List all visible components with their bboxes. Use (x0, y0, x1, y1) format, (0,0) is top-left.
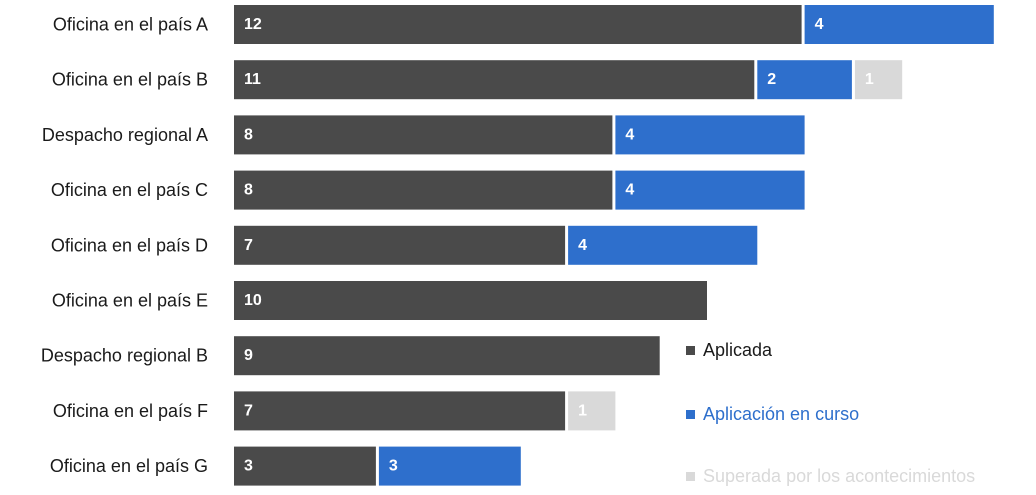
bar-aplicada-despacho-regional-a (234, 115, 613, 155)
category-label-despacho-regional-a: Despacho regional A (42, 125, 208, 145)
legend-label-aplicacion-en-curso: Aplicación en curso (703, 404, 860, 424)
bar-aplicacion-en-curso-oficina-en-el-pais-b (757, 60, 852, 100)
legend-item-aplicada: Aplicada (686, 340, 772, 361)
bar-aplicada-oficina-en-el-pais-c (234, 170, 613, 210)
category-label-oficina-en-el-pais-d: Oficina en el país D (51, 235, 208, 255)
bar-aplicada-oficina-en-el-pais-f (234, 391, 566, 431)
data-label-aplicada-oficina-en-el-pais-a: 12 (244, 16, 262, 33)
bar-aplicacion-en-curso-oficina-en-el-pais-c (615, 170, 805, 210)
bar-aplicacion-en-curso-oficina-en-el-pais-d (568, 225, 758, 265)
data-label-aplicacion-en-curso-oficina-en-el-pais-b: 2 (767, 71, 776, 88)
data-label-aplicacion-en-curso-oficina-en-el-pais-c: 4 (625, 182, 634, 199)
bar-aplicada-oficina-en-el-pais-b (234, 60, 755, 100)
legend-item-superada: Superada por los acontecimientos (686, 466, 975, 487)
data-label-superada-por-los-acontecimientos-oficina-en-el-pais-b: 1 (865, 71, 874, 88)
data-label-aplicada-oficina-en-el-pais-f: 7 (244, 402, 253, 419)
legend-item-aplicacion-en-curso: Aplicación en curso (686, 404, 859, 425)
bar-aplicada-despacho-regional-b (234, 336, 660, 376)
bar-superada-por-los-acontecimientos-oficina-en-el-pais-f (568, 391, 616, 431)
bar-aplicada-oficina-en-el-pais-a (234, 5, 802, 44)
category-label-oficina-en-el-pais-a: Oficina en el país A (53, 15, 208, 35)
data-label-superada-por-los-acontecimientos-oficina-en-el-pais-f: 1 (578, 402, 587, 419)
legend-swatch-aplicacion-en-curso (686, 410, 695, 419)
category-label-despacho-regional-b: Despacho regional B (41, 346, 208, 366)
bar-aplicada-oficina-en-el-pais-e (234, 281, 707, 320)
data-label-aplicacion-en-curso-despacho-regional-a: 4 (625, 126, 634, 143)
data-label-aplicada-oficina-en-el-pais-g: 3 (244, 458, 253, 475)
bar-aplicacion-en-curso-oficina-en-el-pais-a (804, 5, 994, 44)
data-label-aplicacion-en-curso-oficina-en-el-pais-g: 3 (389, 458, 398, 475)
legend-swatch-superada (686, 472, 695, 481)
legend-label-aplicada: Aplicada (703, 340, 773, 360)
category-label-oficina-en-el-pais-e: Oficina en el país E (52, 291, 208, 311)
data-label-aplicada-oficina-en-el-pais-b: 11 (244, 71, 261, 88)
data-label-aplicada-despacho-regional-a: 8 (244, 126, 253, 143)
data-label-aplicada-oficina-en-el-pais-c: 8 (244, 182, 253, 199)
legend-label-superada: Superada por los acontecimientos (703, 466, 976, 486)
bar-aplicacion-en-curso-despacho-regional-a (615, 115, 805, 155)
bar-superada-por-los-acontecimientos-oficina-en-el-pais-b (854, 60, 903, 100)
bar-aplicada-oficina-en-el-pais-g (234, 446, 376, 486)
category-label-oficina-en-el-pais-c: Oficina en el país C (51, 180, 208, 200)
legend-swatch-aplicada (686, 346, 695, 355)
data-label-aplicada-oficina-en-el-pais-d: 7 (244, 237, 253, 254)
data-label-aplicacion-en-curso-oficina-en-el-pais-d: 4 (578, 237, 587, 254)
bar-aplicacion-en-curso-oficina-en-el-pais-g (378, 446, 521, 486)
category-label-oficina-en-el-pais-b: Oficina en el país B (52, 70, 208, 90)
category-label-oficina-en-el-pais-f: Oficina en el país F (53, 401, 208, 421)
bar-aplicada-oficina-en-el-pais-d (234, 225, 566, 265)
data-label-aplicada-oficina-en-el-pais-e: 10 (244, 292, 262, 309)
data-label-aplicada-despacho-regional-b: 9 (244, 347, 253, 364)
category-label-oficina-en-el-pais-g: Oficina en el país G (50, 456, 208, 476)
data-label-aplicacion-en-curso-oficina-en-el-pais-a: 4 (815, 16, 824, 33)
